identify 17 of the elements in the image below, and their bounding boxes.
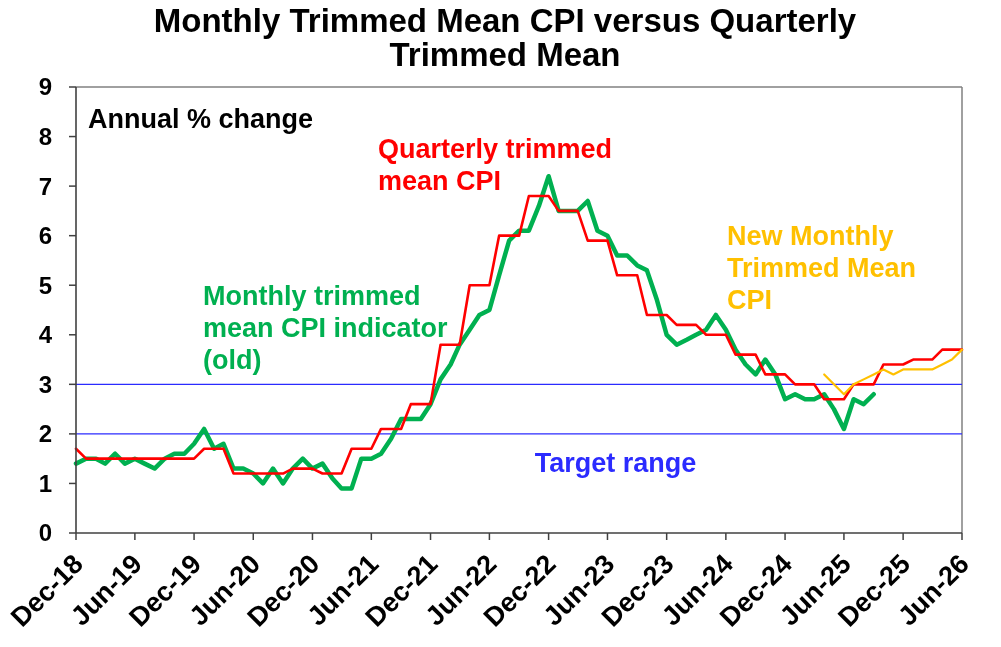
y-tick-label: 9 [38, 73, 52, 101]
y-tick-label: 0 [38, 519, 52, 547]
y-tick-label: 4 [38, 321, 53, 349]
y-tick-label: 1 [38, 469, 52, 497]
annotation: Annual % change [88, 104, 314, 134]
y-tick-label: 8 [38, 122, 52, 150]
chart-title: Monthly Trimmed Mean CPI versus Quarterly Trimmed Mean [153, 2, 857, 73]
y-tick-label: 2 [38, 420, 52, 448]
y-tick-label: 6 [38, 222, 52, 250]
y-tick-label: 7 [38, 172, 52, 200]
y-tick-label: 5 [38, 271, 52, 299]
text: New Monthly Trimmed Mean CPI [727, 221, 917, 315]
y-tick-label: 3 [38, 370, 52, 398]
series-label: Monthly trimmed mean CPI indicator (old) [203, 281, 449, 375]
ref-line-label: Target range [534, 447, 697, 478]
line-series [823, 348, 964, 396]
series-label: Quarterly trimmed mean CPI [378, 134, 613, 196]
